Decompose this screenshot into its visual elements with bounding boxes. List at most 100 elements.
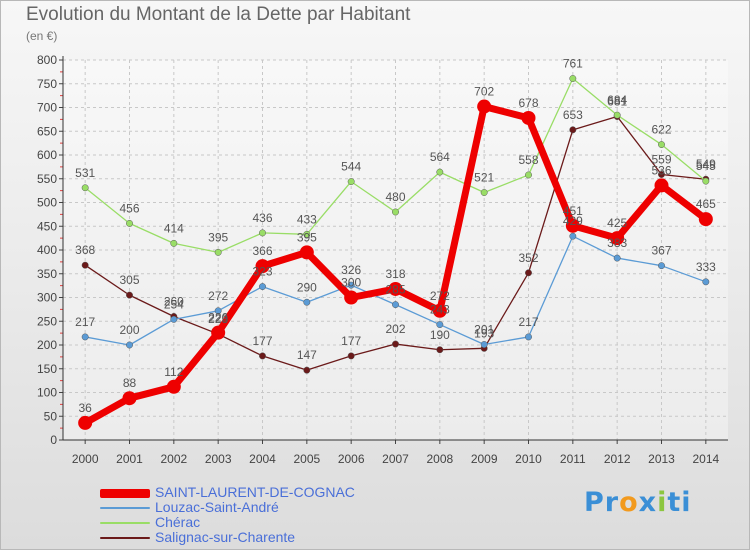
y-tick-label: 800 bbox=[37, 53, 57, 67]
x-tick-label: 2004 bbox=[249, 452, 276, 466]
legend-swatch-saint-laurent bbox=[100, 488, 150, 498]
data-label-salignac-sur-charente: 352 bbox=[518, 251, 538, 265]
data-point-louzac-saint-andre bbox=[303, 298, 311, 306]
data-point-cherac bbox=[525, 171, 532, 179]
chart-title: Evolution du Montant de la Dette par Hab… bbox=[26, 4, 411, 25]
data-label-cherac: 622 bbox=[651, 123, 671, 137]
data-point-louzac-saint-andre bbox=[525, 333, 532, 341]
data-label-cherac: 544 bbox=[341, 160, 361, 174]
data-point-salignac-sur-charente bbox=[81, 261, 89, 269]
data-label-saint-laurent-de-cognac: 366 bbox=[252, 244, 272, 258]
x-tick-label: 2013 bbox=[648, 452, 675, 466]
data-label-cherac: 456 bbox=[119, 201, 139, 215]
x-tick-label: 2010 bbox=[515, 452, 542, 466]
data-label-cherac: 684 bbox=[607, 93, 627, 107]
data-label-cherac: 545 bbox=[696, 159, 716, 173]
data-point-cherac bbox=[392, 208, 399, 216]
data-point-louzac-saint-andre bbox=[569, 232, 577, 240]
data-label-salignac-sur-charente: 559 bbox=[651, 152, 671, 166]
data-label-louzac-saint-andre: 200 bbox=[119, 323, 139, 337]
data-label-salignac-sur-charente: 549 bbox=[696, 157, 716, 171]
data-label-louzac-saint-andre: 323 bbox=[252, 265, 272, 279]
x-tick-label: 2006 bbox=[338, 452, 365, 466]
data-point-louzac-saint-andre bbox=[658, 262, 665, 270]
data-label-cherac: 558 bbox=[518, 153, 538, 167]
y-tick-label: 500 bbox=[37, 196, 57, 210]
data-label-cherac: 395 bbox=[208, 230, 228, 244]
logo-part-2: o bbox=[619, 487, 639, 518]
data-label-saint-laurent-de-cognac: 678 bbox=[518, 96, 538, 110]
data-label-cherac: 531 bbox=[75, 166, 95, 180]
data-label-louzac-saint-andre: 290 bbox=[297, 280, 317, 294]
data-point-cherac bbox=[658, 141, 665, 149]
data-label-louzac-saint-andre: 272 bbox=[208, 289, 228, 303]
data-label-louzac-saint-andre: 367 bbox=[651, 244, 671, 258]
data-point-cherac bbox=[702, 177, 710, 185]
y-tick-label: 50 bbox=[44, 409, 58, 423]
legend-label-cherac: Chérac bbox=[155, 514, 201, 530]
data-label-salignac-sur-charente: 653 bbox=[563, 108, 583, 122]
data-point-saint-laurent-de-cognac bbox=[122, 391, 137, 406]
data-label-saint-laurent-de-cognac: 702 bbox=[474, 85, 494, 99]
data-label-salignac-sur-charente: 681 bbox=[607, 95, 627, 109]
data-point-salignac-sur-charente bbox=[525, 269, 532, 277]
data-label-salignac-sur-charente: 202 bbox=[385, 322, 405, 336]
data-point-louzac-saint-andre bbox=[480, 341, 488, 348]
y-tick-label: 600 bbox=[37, 148, 57, 162]
x-tick-label: 2003 bbox=[205, 452, 232, 466]
data-label-louzac-saint-andre: 285 bbox=[385, 283, 405, 297]
data-label-saint-laurent-de-cognac: 226 bbox=[208, 311, 228, 325]
data-point-salignac-sur-charente bbox=[392, 340, 399, 348]
data-point-saint-laurent-de-cognac bbox=[432, 303, 447, 318]
data-point-salignac-sur-charente bbox=[347, 352, 355, 360]
data-point-saint-laurent-de-cognac bbox=[255, 259, 270, 274]
data-label-salignac-sur-charente: 260 bbox=[164, 295, 184, 309]
data-point-saint-laurent-de-cognac bbox=[477, 99, 492, 114]
data-label-louzac-saint-andre: 217 bbox=[518, 315, 538, 329]
legend-item-saint-laurent: SAINT-LAURENT-DE-COGNAC bbox=[100, 485, 355, 500]
data-label-salignac-sur-charente: 147 bbox=[297, 348, 317, 362]
y-tick-label: 700 bbox=[37, 101, 57, 115]
data-point-saint-laurent-de-cognac bbox=[521, 110, 536, 125]
data-label-salignac-sur-charente: 177 bbox=[252, 334, 272, 348]
x-tick-label: 2000 bbox=[72, 452, 99, 466]
x-tick-label: 2011 bbox=[560, 452, 586, 466]
y-tick-label: 100 bbox=[37, 386, 57, 400]
data-label-cherac: 521 bbox=[474, 171, 494, 185]
x-tick-label: 2014 bbox=[692, 452, 719, 466]
data-point-salignac-sur-charente bbox=[658, 171, 665, 178]
data-label-cherac: 433 bbox=[297, 212, 317, 226]
data-point-cherac bbox=[613, 111, 621, 119]
data-point-louzac-saint-andre bbox=[126, 341, 133, 349]
data-point-salignac-sur-charente bbox=[303, 366, 311, 374]
legend-item-cherac: Chérac bbox=[100, 515, 355, 530]
data-label-louzac-saint-andre: 326 bbox=[341, 263, 361, 277]
x-tick-label: 2007 bbox=[382, 452, 409, 466]
legend-label-salignac: Salignac-sur-Charente bbox=[155, 529, 296, 545]
data-point-salignac-sur-charente bbox=[259, 352, 266, 360]
logo-part-1: Pr bbox=[584, 487, 620, 518]
logo-part-4: i bbox=[657, 487, 668, 518]
y-tick-label: 450 bbox=[37, 219, 57, 233]
data-point-saint-laurent-de-cognac bbox=[654, 178, 669, 193]
data-point-cherac bbox=[126, 219, 133, 227]
y-tick-label: 0 bbox=[50, 433, 57, 447]
data-label-louzac-saint-andre: 333 bbox=[696, 260, 716, 274]
data-label-salignac-sur-charente: 305 bbox=[119, 273, 139, 287]
x-tick-label: 2012 bbox=[604, 452, 631, 466]
legend-swatch-salignac bbox=[100, 536, 150, 539]
data-label-saint-laurent-de-cognac: 300 bbox=[341, 276, 361, 290]
data-point-louzac-saint-andre bbox=[392, 301, 399, 309]
data-label-louzac-saint-andre: 243 bbox=[430, 303, 450, 317]
data-label-salignac-sur-charente: 193 bbox=[474, 326, 494, 340]
data-point-louzac-saint-andre bbox=[702, 278, 710, 286]
legend-label-louzac: Louzac-Saint-André bbox=[155, 499, 279, 515]
chart-subtitle: (en €) bbox=[26, 29, 58, 43]
data-point-cherac bbox=[569, 75, 577, 82]
proxiti-logo: Proxiti bbox=[584, 487, 692, 518]
data-label-cherac: 761 bbox=[563, 57, 583, 71]
data-label-louzac-saint-andre: 383 bbox=[607, 236, 627, 250]
data-point-cherac bbox=[347, 178, 355, 186]
data-label-saint-laurent-de-cognac: 465 bbox=[696, 197, 716, 211]
data-point-louzac-saint-andre bbox=[436, 321, 444, 329]
